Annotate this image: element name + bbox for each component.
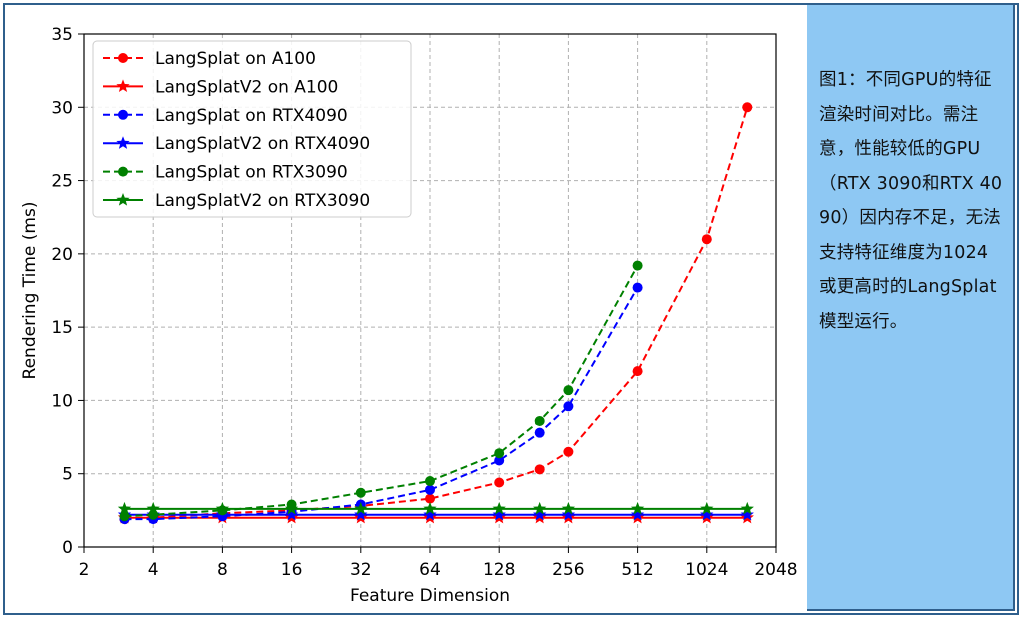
legend-marker <box>116 193 130 206</box>
data-point <box>700 507 714 521</box>
data-point <box>423 507 437 521</box>
data-point <box>563 446 574 457</box>
data-point <box>561 507 576 521</box>
legend-label: LangSplat on A100 <box>155 49 316 69</box>
y-axis-label: Rendering Time (ms) <box>20 202 40 380</box>
legend-label: LangSplatV2 on RTX3090 <box>155 191 370 211</box>
series-line <box>124 287 639 521</box>
data-point <box>494 477 505 488</box>
y-tick-label: 20 <box>51 245 73 265</box>
legend-label: LangSplat on RTX3090 <box>155 163 348 183</box>
caption-panel: 图1：不同GPU的特征渲染时间对比。需注意，性能较低的GPU（RTX 3090和… <box>807 3 1015 611</box>
x-tick-label: 4 <box>148 560 159 580</box>
data-point <box>494 448 505 459</box>
legend-marker <box>116 79 130 93</box>
data-point <box>563 385 574 396</box>
data-point <box>117 501 132 515</box>
data-point <box>630 501 645 515</box>
y-tick-label: 5 <box>62 465 73 485</box>
x-tick-label: 128 <box>483 560 515 580</box>
data-point <box>215 501 230 515</box>
y-tick-label: 35 <box>51 25 73 45</box>
x-tick-label: 64 <box>419 560 441 580</box>
data-point <box>632 366 643 377</box>
legend-marker <box>118 109 128 120</box>
data-point <box>740 501 754 515</box>
data-point <box>563 401 574 412</box>
y-tick-label: 30 <box>51 98 73 118</box>
x-tick-label: 256 <box>552 560 584 580</box>
x-tick-label: 2 <box>79 560 90 580</box>
y-tick-label: 15 <box>51 318 73 338</box>
legend-label: LangSplatV2 on RTX4090 <box>155 134 370 154</box>
series-line <box>124 106 749 521</box>
data-point <box>425 493 435 504</box>
legend-label: LangSplatV2 on A100 <box>155 77 338 97</box>
x-tick-label: 512 <box>621 560 653 580</box>
data-point <box>425 476 435 487</box>
data-point <box>561 501 576 515</box>
y-tick-label: 25 <box>51 172 73 192</box>
data-point <box>533 501 547 515</box>
data-point <box>423 501 437 515</box>
legend-marker <box>116 136 130 149</box>
data-point <box>630 507 645 521</box>
data-point <box>632 282 643 293</box>
data-point <box>742 102 753 113</box>
legend-label: LangSplat on RTX4090 <box>155 106 348 126</box>
data-point <box>119 511 130 522</box>
data-point <box>354 507 368 521</box>
data-point <box>146 501 160 515</box>
x-tick-label: 8 <box>217 560 228 580</box>
legend-box <box>92 40 412 218</box>
data-point <box>740 507 754 521</box>
data-point <box>534 427 545 438</box>
data-point <box>494 455 505 466</box>
legend: LangSplat on A100 LangSplatV2 on A100 Lang… <box>92 40 412 218</box>
x-tick-label: 32 <box>350 560 372 580</box>
x-tick-label: 16 <box>281 560 303 580</box>
data-point <box>492 507 506 521</box>
y-tick-label: 10 <box>51 391 73 411</box>
data-point <box>632 260 643 271</box>
legend-marker <box>118 166 128 177</box>
data-point <box>700 501 714 515</box>
data-point <box>534 415 545 426</box>
data-point <box>534 464 545 475</box>
data-point <box>284 501 299 515</box>
data-point <box>354 501 368 515</box>
data-point <box>284 507 299 521</box>
x-tick-label: 2048 <box>754 560 797 580</box>
figure-caption: 图1：不同GPU的特征渲染时间对比。需注意，性能较低的GPU（RTX 3090和… <box>819 70 1003 332</box>
y-tick-label: 0 <box>62 538 73 558</box>
data-point <box>701 234 712 245</box>
data-point <box>533 507 547 521</box>
legend-marker <box>118 53 128 63</box>
data-point <box>425 484 435 495</box>
x-axis-label: Feature Dimension <box>350 586 510 606</box>
data-point <box>355 487 366 498</box>
x-tick-label: 1024 <box>685 560 728 580</box>
data-point <box>492 501 506 515</box>
series-line <box>124 265 639 518</box>
